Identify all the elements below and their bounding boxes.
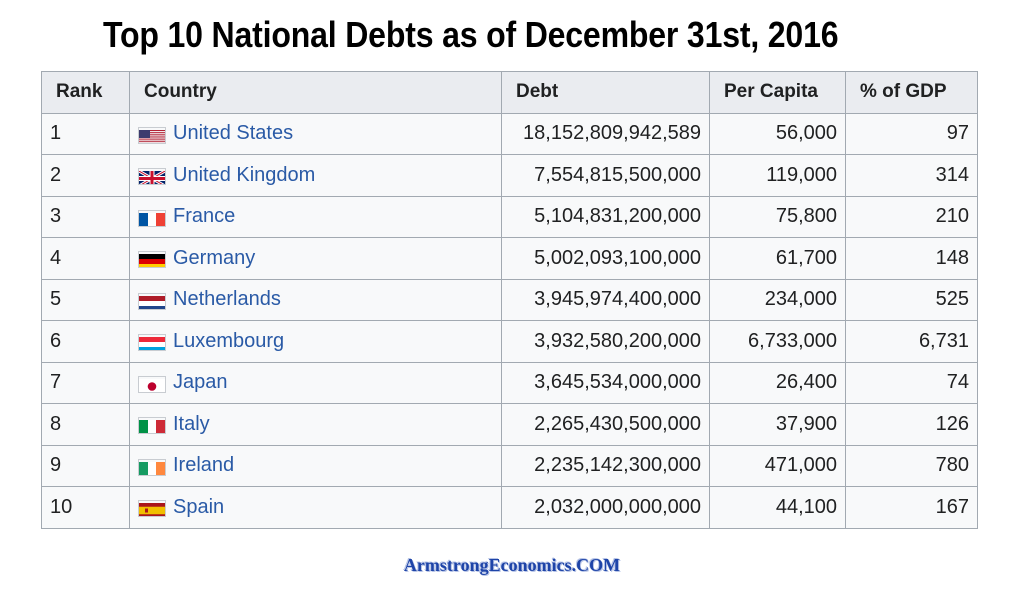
flag-uk-icon bbox=[138, 168, 166, 186]
debt-cell: 5,104,831,200,000 bbox=[501, 195, 710, 238]
per-capita-cell: 44,100 bbox=[709, 486, 846, 529]
country-link[interactable]: Luxembourg bbox=[173, 329, 285, 352]
header-per-capita[interactable]: Per Capita bbox=[709, 71, 846, 114]
table-row: 6 Luxembourg 3,932,580,200,000 6,733,000 6,7… bbox=[41, 320, 978, 363]
flag-italy-icon bbox=[138, 417, 166, 435]
gdp-percent-cell: 525 bbox=[845, 278, 978, 321]
per-capita-cell: 26,400 bbox=[709, 361, 846, 404]
per-capita-cell: 119,000 bbox=[709, 154, 846, 197]
rank-cell: 9 bbox=[41, 444, 130, 487]
table-row: 5 Netherlands 3,945,974,400,000 234,000 525 bbox=[41, 278, 978, 321]
rank-cell: 2 bbox=[41, 154, 130, 197]
country-cell: United States bbox=[129, 112, 502, 155]
table-row: 8 Italy 2,265,430,500,000 37,900 126 bbox=[41, 403, 978, 446]
per-capita-cell: 61,700 bbox=[709, 237, 846, 280]
gdp-percent-cell: 314 bbox=[845, 154, 978, 197]
gdp-percent-cell: 167 bbox=[845, 486, 978, 529]
debt-cell: 2,235,142,300,000 bbox=[501, 444, 710, 487]
gdp-percent-cell: 97 bbox=[845, 112, 978, 155]
country-link[interactable]: Ireland bbox=[173, 454, 235, 477]
gdp-percent-cell: 6,731 bbox=[845, 320, 978, 363]
table-row: 10 Spain 2,032,000,000,000 44,100 167 bbox=[41, 486, 978, 529]
flag-ireland-icon bbox=[138, 458, 166, 476]
page-title: Top 10 National Debts as of December 31s… bbox=[103, 14, 839, 55]
table-row: 2 United Kingdom 7,554,815,500,000 119,000 3… bbox=[41, 154, 978, 197]
rank-cell: 3 bbox=[41, 195, 130, 238]
country-cell: Ireland bbox=[129, 444, 502, 487]
country-link[interactable]: Germany bbox=[173, 246, 256, 269]
country-cell: Germany bbox=[129, 237, 502, 280]
rank-cell: 6 bbox=[41, 320, 130, 363]
debt-cell: 18,152,809,942,589 bbox=[501, 112, 710, 155]
national-debts-table: Rank Country Debt Per Capita % of GDP 1 U… bbox=[41, 71, 978, 529]
table-row: 7 Japan 3,645,534,000,000 26,400 74 bbox=[41, 361, 978, 404]
gdp-percent-cell: 74 bbox=[845, 361, 978, 404]
country-cell: Spain bbox=[129, 486, 502, 529]
gdp-percent-cell: 210 bbox=[845, 195, 978, 238]
watermark: ArmstrongEconomics.COM bbox=[403, 555, 621, 575]
rank-cell: 7 bbox=[41, 361, 130, 404]
debt-cell: 3,932,580,200,000 bbox=[501, 320, 710, 363]
country-cell: Luxembourg bbox=[129, 320, 502, 363]
country-link[interactable]: Japan bbox=[173, 371, 228, 394]
country-link[interactable]: Netherlands bbox=[173, 288, 281, 311]
per-capita-cell: 6,733,000 bbox=[709, 320, 846, 363]
debt-cell: 2,032,000,000,000 bbox=[501, 486, 710, 529]
country-link[interactable]: United States bbox=[173, 122, 294, 145]
debt-cell: 7,554,815,500,000 bbox=[501, 154, 710, 197]
gdp-percent-cell: 780 bbox=[845, 444, 978, 487]
flag-japan-icon bbox=[138, 375, 166, 393]
debt-cell: 3,645,534,000,000 bbox=[501, 361, 710, 404]
country-cell: France bbox=[129, 195, 502, 238]
flag-usa-icon bbox=[138, 126, 166, 144]
country-link[interactable]: United Kingdom bbox=[173, 163, 316, 186]
gdp-percent-cell: 126 bbox=[845, 403, 978, 446]
header-rank[interactable]: Rank bbox=[41, 71, 130, 114]
header-debt[interactable]: Debt bbox=[501, 71, 710, 114]
per-capita-cell: 471,000 bbox=[709, 444, 846, 487]
per-capita-cell: 37,900 bbox=[709, 403, 846, 446]
debt-cell: 3,945,974,400,000 bbox=[501, 278, 710, 321]
flag-germany-icon bbox=[138, 251, 166, 269]
header-gdp[interactable]: % of GDP bbox=[845, 71, 978, 114]
country-cell: Japan bbox=[129, 361, 502, 404]
gdp-percent-cell: 148 bbox=[845, 237, 978, 280]
per-capita-cell: 56,000 bbox=[709, 112, 846, 155]
country-cell: United Kingdom bbox=[129, 154, 502, 197]
table-row: 9 Ireland 2,235,142,300,000 471,000 780 bbox=[41, 444, 978, 487]
table-row: 4 Germany 5,002,093,100,000 61,700 148 bbox=[41, 237, 978, 280]
table-row: 1 United States 18,152,809,942,589 56,000 97 bbox=[41, 112, 978, 155]
country-link[interactable]: France bbox=[173, 205, 236, 228]
rank-cell: 4 bbox=[41, 237, 130, 280]
table-row: 3 France 5,104,831,200,000 75,800 210 bbox=[41, 195, 978, 238]
per-capita-cell: 75,800 bbox=[709, 195, 846, 238]
rank-cell: 5 bbox=[41, 278, 130, 321]
table-header-row: Rank Country Debt Per Capita % of GDP bbox=[41, 71, 978, 114]
per-capita-cell: 234,000 bbox=[709, 278, 846, 321]
country-cell: Netherlands bbox=[129, 278, 502, 321]
flag-luxembourg-icon bbox=[138, 334, 166, 352]
flag-spain-icon bbox=[138, 500, 166, 518]
flag-netherlands-icon bbox=[138, 292, 166, 310]
country-cell: Italy bbox=[129, 403, 502, 446]
country-link[interactable]: Spain bbox=[173, 495, 225, 518]
debt-cell: 5,002,093,100,000 bbox=[501, 237, 710, 280]
debt-cell: 2,265,430,500,000 bbox=[501, 403, 710, 446]
flag-france-icon bbox=[138, 209, 166, 227]
rank-cell: 1 bbox=[41, 112, 130, 155]
country-link[interactable]: Italy bbox=[173, 412, 210, 435]
header-country[interactable]: Country bbox=[129, 71, 502, 114]
rank-cell: 10 bbox=[41, 486, 130, 529]
rank-cell: 8 bbox=[41, 403, 130, 446]
